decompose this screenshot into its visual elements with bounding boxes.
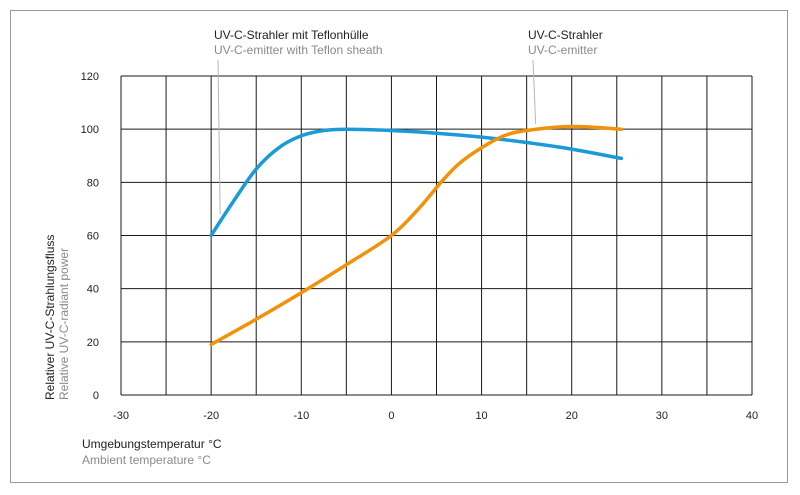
x-tick-label: 40 xyxy=(746,410,758,422)
y-tick-label: 120 xyxy=(81,71,99,83)
series-label-en-emitter: UV-C-emitter xyxy=(528,43,597,57)
chart-frame xyxy=(10,10,788,483)
x-tick-label: 20 xyxy=(566,410,578,422)
x-tick-label: -30 xyxy=(113,410,129,422)
y-tick-label: 80 xyxy=(87,177,99,189)
y-tick-label: 40 xyxy=(87,284,99,296)
x-tick-label: 30 xyxy=(656,410,668,422)
x-tick-label: 10 xyxy=(475,410,487,422)
series-label-en-teflon: UV-C-emitter with Teflon sheath xyxy=(214,43,383,57)
y-axis-label-en: Relative UV-C-radiant power xyxy=(57,248,71,400)
tick-labels: -30 -20 -10 0 10 20 30 40 0 20 40 60 80 100 120 xyxy=(81,71,758,422)
y-tick-label: 20 xyxy=(87,337,99,349)
callout-leader-line xyxy=(217,59,221,215)
x-tick-label: -10 xyxy=(293,410,309,422)
x-axis-label-de: Umgebungstemperatur °C xyxy=(82,437,222,451)
callout-leader-line xyxy=(532,59,537,124)
series-line-teflon-emitter xyxy=(209,127,624,238)
series-callouts xyxy=(217,59,537,215)
y-tick-label: 100 xyxy=(81,124,99,136)
series-label-de-emitter: UV-C-Strahler xyxy=(528,28,603,42)
y-axis-label-de: Relativer UV-C-Strahlungsfluss xyxy=(43,235,57,400)
grid xyxy=(120,75,753,396)
series-lines xyxy=(209,124,624,347)
series-line-emitter xyxy=(209,124,624,347)
x-axis-label-en: Ambient temperature °C xyxy=(82,453,211,467)
y-tick-label: 60 xyxy=(87,231,99,243)
x-tick-label: 0 xyxy=(388,410,394,422)
series-label-de-teflon: UV-C-Strahler mit Teflonhülle xyxy=(214,28,369,42)
y-tick-label: 0 xyxy=(93,390,99,402)
x-tick-label: -20 xyxy=(203,410,219,422)
